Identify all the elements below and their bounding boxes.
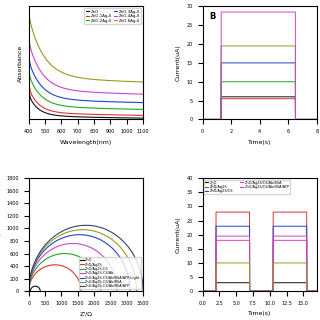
X-axis label: Time(s): Time(s)	[248, 140, 271, 145]
Legend: ZnO, ZnO/Ag2S, ZnO/Ag2S-CS, ZnO/Ag2S-CS/Ab, ZnO/Ag2S-CS/Ab/BSA/AFP/Light, ZnO/Ag: ZnO, ZnO/Ag2S, ZnO/Ag2S-CS, ZnO/Ag2S-CS/…	[79, 257, 141, 290]
X-axis label: Z'/Ω: Z'/Ω	[79, 311, 92, 316]
Legend: ZnO, ZnO-1Ag₂S, ZnO-2Ag₂S, ZnO-3Ag₂S, ZnO-4Ag₂S, ZnO-6Ag₂S: ZnO, ZnO-1Ag₂S, ZnO-2Ag₂S, ZnO-3Ag₂S, Zn…	[84, 8, 141, 24]
Text: B: B	[209, 12, 216, 21]
Y-axis label: Current(uA): Current(uA)	[176, 216, 181, 253]
Legend: ZnO, ZnO/Ag2S, ZnO/Ag2S/CS, ZnO/Ag2S/CS/Ab/BSA, ZnO/Ag2S/CS/Ab/BSA/AFP: ZnO, ZnO/Ag2S, ZnO/Ag2S/CS, ZnO/Ag2S/CS/…	[204, 180, 290, 194]
Y-axis label: Z''/Ω: Z''/Ω	[0, 227, 1, 242]
X-axis label: Wavelength(nm): Wavelength(nm)	[60, 140, 112, 145]
Y-axis label: Current(uA): Current(uA)	[176, 44, 181, 81]
X-axis label: Time(s): Time(s)	[248, 311, 271, 316]
Text: D: D	[209, 184, 216, 193]
Y-axis label: Absorbance: Absorbance	[18, 44, 23, 82]
